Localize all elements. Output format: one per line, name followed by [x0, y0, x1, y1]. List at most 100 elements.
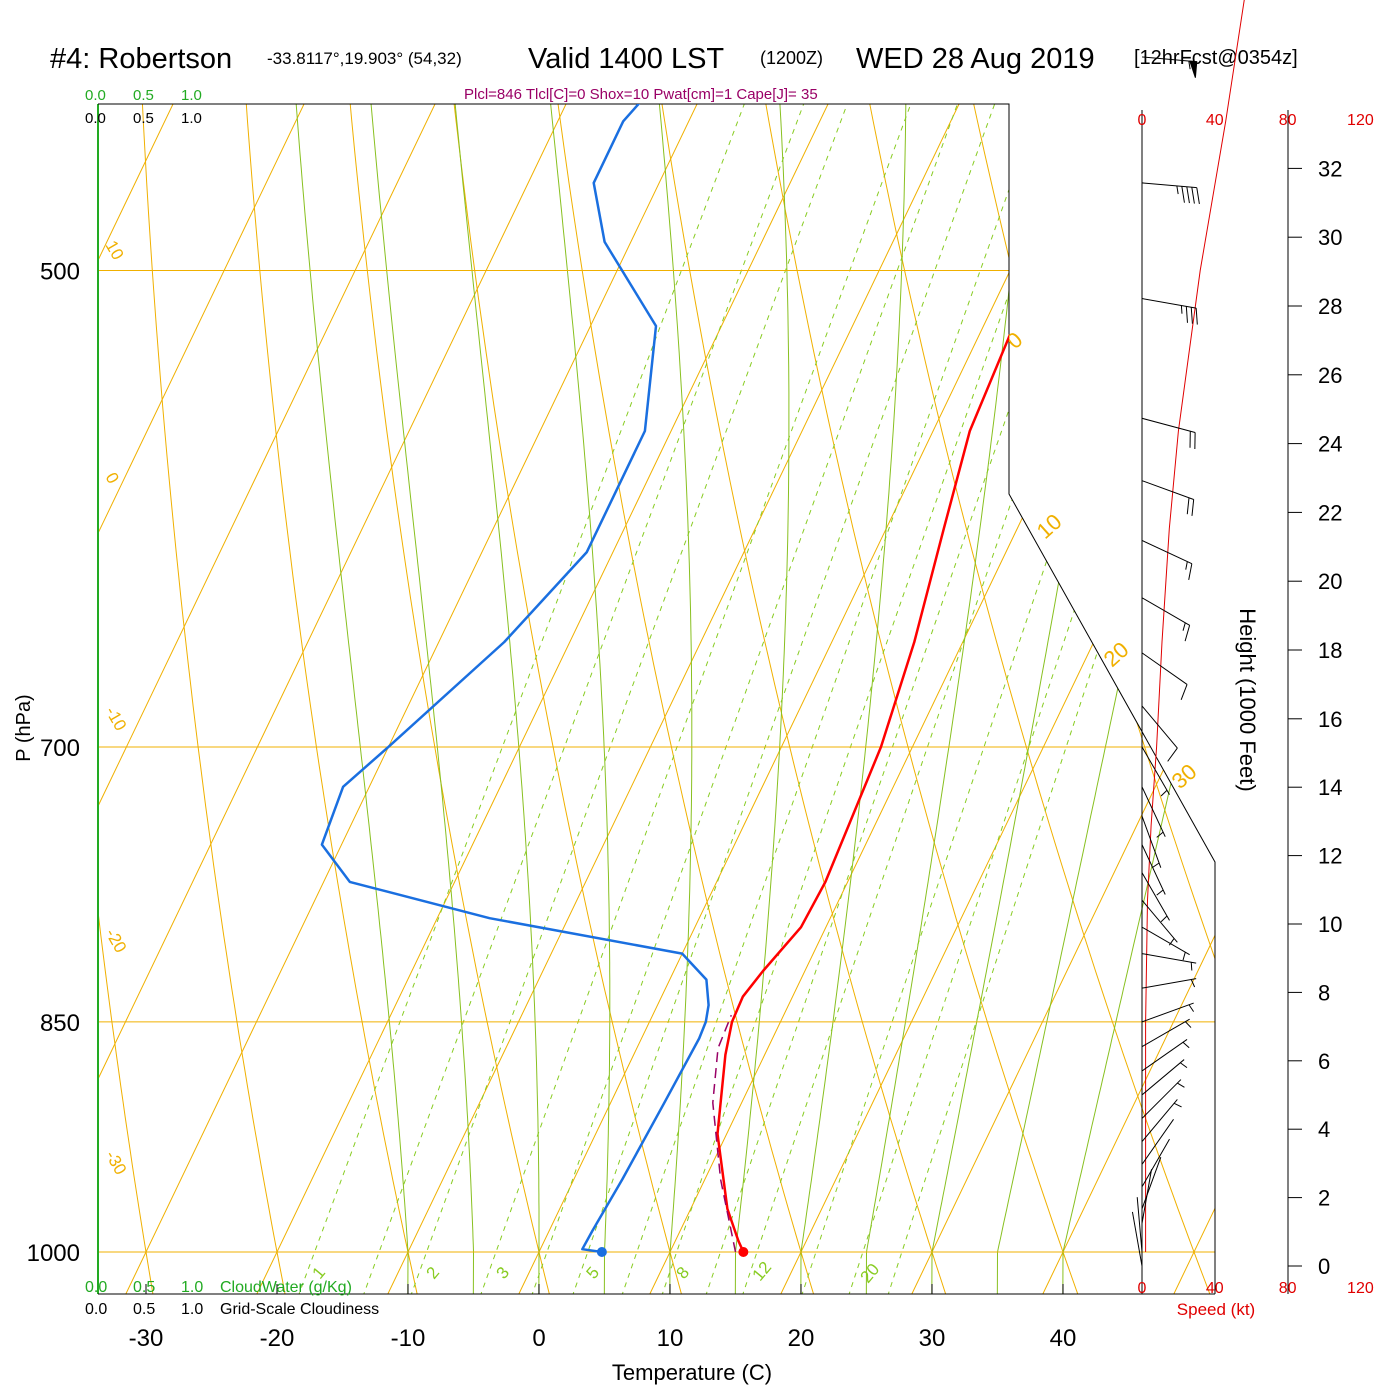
wind-barb-staff — [1141, 746, 1170, 795]
wind-barb — [1141, 978, 1197, 989]
mixing-ratio-line — [558, 104, 1050, 1294]
wind-barb-half-feather — [1156, 889, 1164, 896]
sounding-series — [320, 104, 1215, 1257]
dry-adiabat-line — [98, 104, 161, 1294]
wind-speed-tick-bottom: 120 — [1347, 1280, 1374, 1297]
wind-barb — [1141, 182, 1200, 205]
cloudwater-tick-top-1: 0.5 — [133, 87, 154, 104]
dry-adiabat-line — [129, 104, 294, 1294]
wind-speed-tick-bottom: 40 — [1206, 1280, 1224, 1297]
moist-adiabat-line — [403, 104, 540, 1294]
wind-barb-staff — [1141, 1157, 1162, 1210]
cloudwater-tick-bottom-1: 0.5 — [133, 1279, 155, 1296]
height-tick-label: 32 — [1318, 156, 1342, 181]
dry-adiabat-line — [310, 104, 560, 1294]
dry-adiabat-line — [571, 104, 960, 1294]
wind-barb-half-feather — [1151, 862, 1160, 869]
surface-dewpoint-dot — [596, 1247, 607, 1257]
wind-barb-staff — [1141, 539, 1193, 565]
wind-barb — [1141, 1079, 1185, 1119]
wind-barb-staff — [1141, 926, 1190, 956]
moist-adiabat-line — [267, 104, 409, 1294]
wind-barb — [1141, 815, 1162, 869]
wind-barb-feather — [1191, 187, 1195, 204]
wind-barb-staff — [1141, 1138, 1170, 1188]
isotherm-line — [98, 104, 436, 1294]
temperature-tick-label: 0 — [532, 1325, 545, 1352]
height-tick-label: 10 — [1318, 912, 1342, 937]
dry-adiabat-line — [397, 104, 694, 1294]
wind-barb-half-feather — [1188, 1004, 1195, 1012]
wind-barb — [1136, 1197, 1143, 1253]
mixing-ratio-line — [396, 104, 904, 1294]
height-tick-label: 22 — [1318, 500, 1342, 525]
mixing-ratio-line — [692, 104, 1169, 1294]
isotherm-line — [98, 104, 567, 1294]
wind-barb-staff — [1141, 815, 1162, 868]
wind-barb-feather — [1184, 625, 1191, 642]
isotherm-line — [780, 104, 1215, 1294]
dry-adiabat-line — [1007, 104, 1215, 1294]
wind-barb — [1141, 539, 1193, 580]
wind-barb-feather — [1190, 307, 1193, 324]
isotherm-line — [518, 104, 1091, 1294]
wind-barb-staff — [1141, 1018, 1190, 1048]
wind-barb — [1141, 1018, 1192, 1048]
temperature-tick-label: 30 — [919, 1325, 946, 1352]
mixing-ratio-label: 12 — [749, 1258, 776, 1285]
mixing-ratio-label: 8 — [673, 1263, 694, 1282]
isotherm-label: -30 — [102, 1147, 131, 1178]
wind-barb — [1141, 899, 1178, 946]
wind-speed-tick-top: 40 — [1206, 112, 1224, 129]
cloudiness-tick-top-2: 1.0 — [181, 110, 202, 127]
cloudwater-tick-top-0: 0.0 — [85, 87, 106, 104]
wind-barb-staff — [1141, 1002, 1194, 1023]
wind-barb-feather — [1188, 563, 1193, 580]
wind-speed-tick-bottom: 80 — [1279, 1280, 1297, 1297]
moist-adiabat-line — [708, 104, 790, 1294]
dry-adiabat-line — [1269, 0, 1400, 1335]
station-coords: -33.8117°,19.903° (54,32) — [267, 49, 462, 68]
x-axis-label: Temperature (C) — [612, 1360, 772, 1385]
dry-adiabat-label: 20 — [1099, 637, 1134, 672]
wind-barb-staff — [1141, 899, 1178, 943]
cloudwater-label: CloudWater (g/Kg) — [220, 1279, 352, 1296]
isotherm-line — [1173, 104, 1215, 1294]
dry-adiabat-line — [221, 104, 427, 1294]
wind-barb-half-feather — [1156, 831, 1164, 838]
y-axis-label: P (hPa) — [13, 694, 35, 761]
dry-adiabat-line — [0, 0, 27, 1335]
pressure-tick-label: 700 — [40, 735, 80, 762]
mixing-ratio-label: 5 — [583, 1263, 604, 1282]
wind-barb-staff — [1141, 786, 1166, 837]
isotherm-line — [1042, 104, 1215, 1294]
temperature-profile — [716, 104, 1215, 1253]
wind-barb-half-feather — [1173, 1102, 1182, 1108]
moist-adiabat-line — [331, 104, 475, 1294]
wind-barb-staff — [1141, 417, 1196, 433]
wind-barb-half-feather — [1168, 938, 1175, 946]
height-tick-label: 0 — [1318, 1254, 1330, 1279]
wind-barb — [1141, 786, 1166, 838]
wind-speed-profile — [1145, 0, 1245, 1252]
diagram-outline — [98, 103, 1216, 1294]
wind-barb-staff — [1141, 298, 1197, 309]
wind-barb-half-feather — [1184, 1021, 1192, 1028]
cloud-scale-bottom: 0.0 0.5 1.0 CloudWater (g/Kg) 0.0 0.5 1.… — [85, 1279, 379, 1318]
temperature-tick-label: 40 — [1050, 1325, 1077, 1352]
wind-barb — [1141, 597, 1191, 642]
mixing-ratio-line — [874, 104, 1215, 1294]
mixing-ratio-line — [728, 104, 1202, 1294]
mixing-ratio-line — [648, 104, 1130, 1294]
mixing-ratio-label: 3 — [493, 1263, 514, 1282]
wind-barb-feather — [1186, 186, 1190, 204]
height-tick-label: 12 — [1318, 844, 1342, 869]
isotherm-line — [98, 104, 305, 1294]
wind-barb-half-feather — [1182, 622, 1186, 631]
wind-barb-feather — [1181, 186, 1185, 203]
temperature-tick-label: 20 — [788, 1325, 815, 1352]
chart-frame — [97, 103, 1216, 1295]
wind-barb-half-feather — [1182, 952, 1186, 961]
mixing-ratio-line — [348, 104, 861, 1294]
wind-barb-feather — [1195, 308, 1198, 325]
